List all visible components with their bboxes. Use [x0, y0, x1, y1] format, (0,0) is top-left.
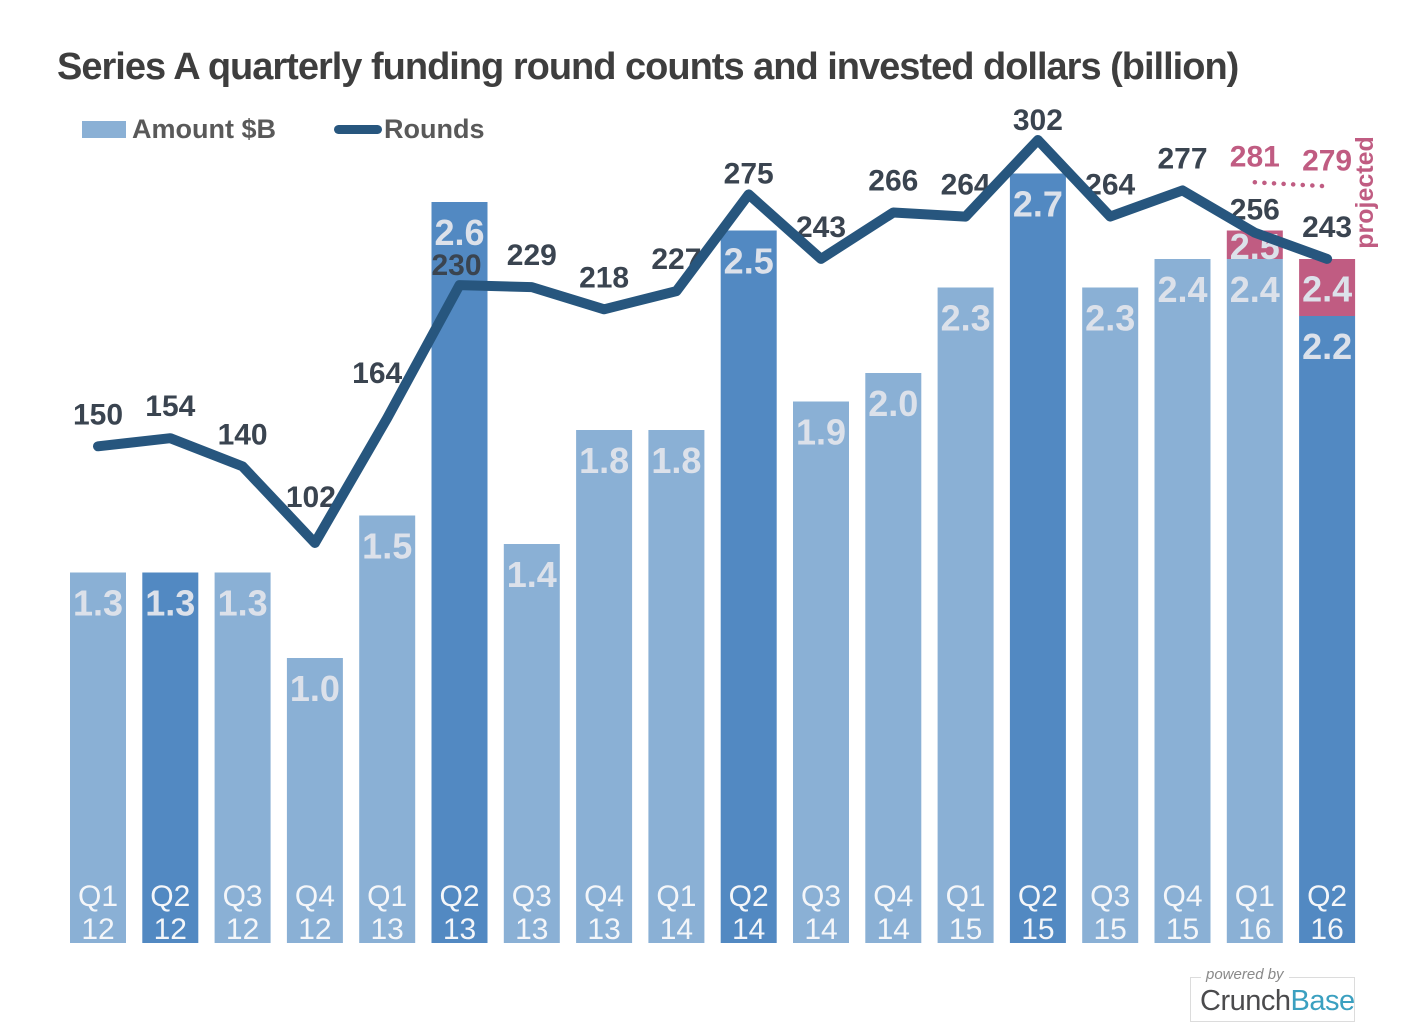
x-tick-q4-15: Q4 15 — [1162, 880, 1202, 946]
chart-title: Series A quarterly funding round counts … — [57, 46, 1239, 88]
bar-q4-12 — [286, 658, 343, 943]
x-tick-q2-13: Q2 13 — [439, 880, 479, 946]
x-tick-q1-14: Q1 14 — [656, 880, 696, 946]
x-tick-q3-12: Q3 12 — [223, 880, 263, 946]
powered-by-text: powered by — [1201, 966, 1289, 983]
projected-cap-value-q2-16: 2.4 — [1302, 269, 1352, 310]
bar-q2-12 — [142, 572, 199, 943]
bar-q3-14 — [793, 401, 849, 943]
rounds-value-q4-14: 266 — [868, 165, 918, 198]
x-tick-q4-13: Q4 13 — [584, 880, 624, 946]
bar-q2-15 — [1009, 173, 1066, 943]
projected-annotation: projected — [1350, 135, 1379, 249]
bar-value-q1-12: 1.3 — [73, 583, 123, 624]
rounds-line — [93, 135, 1333, 548]
bar-q3-12 — [214, 572, 271, 943]
bar-value-q4-12: 1.0 — [290, 668, 340, 709]
x-tick-q4-12: Q4 12 — [295, 880, 335, 946]
chart-legend: Amount $B Rounds — [82, 114, 485, 145]
crunchbase-wordmark: CrunchBase — [1200, 985, 1355, 1018]
bar-q2-16 — [1299, 316, 1356, 943]
bars-layer — [70, 173, 1356, 943]
bar-value-q3-12: 1.3 — [218, 583, 268, 624]
rounds-value-q4-12: 102 — [286, 481, 336, 514]
bar-value-q2-13: 2.6 — [434, 212, 484, 253]
rounds-value-q4-13: 218 — [579, 261, 629, 294]
x-tick-q3-13: Q3 13 — [512, 880, 552, 946]
legend-label-amount: Amount $B — [132, 114, 276, 144]
crunchbase-logo: powered by CrunchBase — [1190, 966, 1355, 1022]
bar-q1-16 — [1226, 259, 1283, 943]
bar-value-q1-16: 2.4 — [1230, 269, 1280, 310]
x-tick-q1-12: Q1 12 — [78, 880, 118, 946]
bar-q4-13 — [576, 430, 633, 943]
bar-value-q2-12: 1.3 — [145, 583, 195, 624]
x-tick-q3-15: Q3 15 — [1090, 880, 1130, 946]
bar-value-q1-15: 2.3 — [941, 298, 991, 339]
bar-value-q1-14: 1.8 — [651, 440, 701, 481]
bar-value-q3-15: 2.3 — [1085, 298, 1135, 339]
rounds-value-q3-13: 229 — [507, 239, 557, 272]
bar-value-q4-14: 2.0 — [868, 383, 918, 424]
x-tick-q3-14: Q3 14 — [801, 880, 841, 946]
x-tick-q2-16: Q2 16 — [1307, 880, 1347, 946]
projected-rounds-value-q1-16: 281 — [1230, 140, 1280, 173]
legend-bar-swatch — [82, 121, 126, 138]
x-tick-q1-16: Q1 16 — [1235, 880, 1275, 946]
brand-base: Base — [1290, 985, 1356, 1017]
bar-q3-13 — [503, 544, 560, 943]
bar-value-q2-14: 2.5 — [724, 241, 774, 282]
bar-q4-15 — [1154, 259, 1211, 943]
x-tick-q2-12: Q2 12 — [150, 880, 190, 946]
rounds-value-q2-16: 243 — [1302, 211, 1352, 244]
rounds-value-q1-12: 150 — [73, 398, 123, 431]
brand-crunch: Crunch — [1200, 985, 1291, 1017]
bar-value-q4-15: 2.4 — [1157, 269, 1207, 310]
projected-rounds-dotted-line — [1252, 180, 1330, 189]
bar-q3-15 — [1082, 287, 1139, 943]
bar-q4-14 — [865, 373, 922, 943]
x-tick-q2-14: Q2 14 — [729, 880, 769, 946]
rounds-value-q3-12: 140 — [218, 418, 268, 451]
bar-q1-13 — [359, 515, 416, 943]
bar-value-q4-13: 1.8 — [579, 440, 629, 481]
bar-q2-14 — [720, 230, 777, 943]
rounds-value-q2-12: 154 — [145, 390, 195, 423]
projected-rounds-value-q2-16: 279 — [1302, 144, 1352, 177]
x-tick-q1-15: Q1 15 — [946, 880, 986, 946]
bar-q1-15 — [937, 287, 994, 943]
legend-label-rounds: Rounds — [384, 114, 485, 144]
bar-value-q3-14: 1.9 — [796, 412, 846, 453]
bar-value-q3-13: 1.4 — [507, 554, 557, 595]
legend-line-swatch — [334, 125, 382, 134]
rounds-value-q2-14: 275 — [724, 157, 774, 190]
rounds-value-q4-15: 277 — [1157, 142, 1207, 175]
projected-cap-q2-16 — [1299, 259, 1356, 316]
x-tick-q4-14: Q4 14 — [873, 880, 913, 946]
bar-value-q2-16: 2.2 — [1302, 326, 1352, 367]
bar-q1-14 — [648, 430, 705, 943]
labels-layer: 1.3 Q1 12 1.3 Q2 12 1.3 Q3 12 1.0 Q4 12 1.5 Q1 13 2.6 Q2… — [73, 104, 1352, 946]
bar-value-q2-15: 2.7 — [1013, 184, 1063, 225]
rounds-value-q2-15: 302 — [1013, 104, 1063, 137]
x-tick-q2-15: Q2 15 — [1018, 880, 1058, 946]
x-tick-q1-13: Q1 13 — [367, 880, 407, 946]
bar-value-q1-13: 1.5 — [362, 526, 412, 567]
rounds-value-q2-13: 230 — [431, 249, 481, 282]
bar-q1-12 — [70, 572, 126, 943]
rounds-value-q1-13: 164 — [352, 357, 402, 390]
